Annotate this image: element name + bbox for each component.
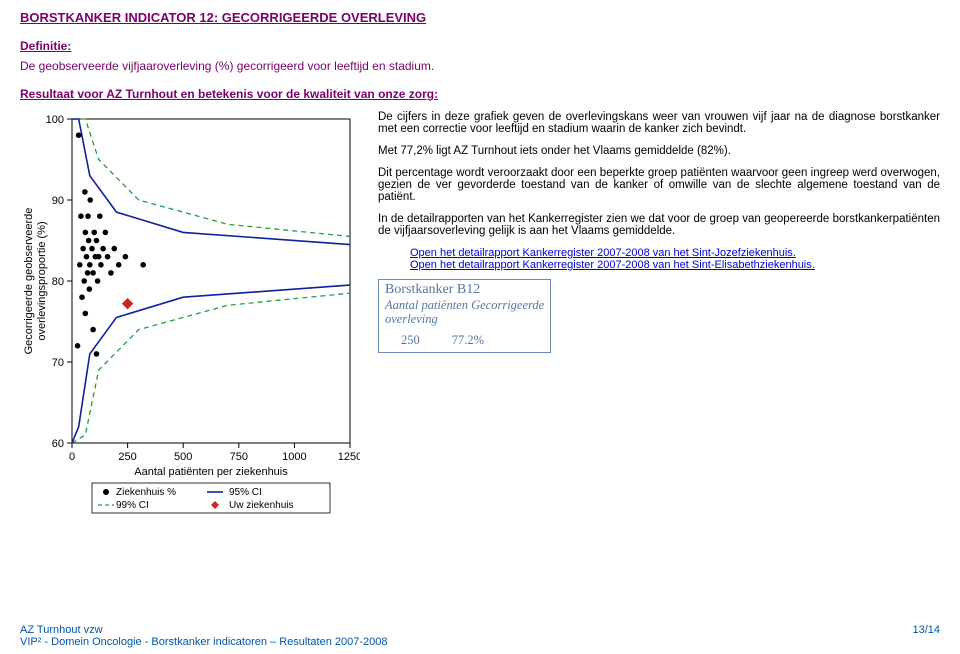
svg-text:99% CI: 99% CI: [116, 500, 149, 511]
table-cell-n: 250: [385, 331, 436, 350]
detail-link-1[interactable]: Open het detailrapport Kankerregister 20…: [410, 247, 940, 259]
svg-text:70: 70: [52, 357, 64, 369]
content-row: 60708090100025050075010001250Gecorrigeer…: [20, 111, 940, 524]
table-header: Borstkanker B12: [385, 282, 544, 298]
svg-text:95% CI: 95% CI: [229, 487, 262, 498]
svg-text:Aantal patiënten per ziekenhui: Aantal patiënten per ziekenhuis: [134, 466, 288, 478]
detail-link-2[interactable]: Open het detailrapport Kankerregister 20…: [410, 259, 940, 271]
table-sub2: overleving: [385, 312, 544, 326]
svg-text:500: 500: [174, 451, 192, 463]
paragraph-3: Dit percentage wordt veroorzaakt door ee…: [378, 167, 940, 203]
footer-subtitle: VIP² - Domein Oncologie - Borstkanker in…: [20, 636, 387, 648]
table-body: 250 77.2%: [385, 331, 500, 350]
funnel-chart: 60708090100025050075010001250Gecorrigeer…: [20, 111, 360, 521]
svg-text:60: 60: [52, 438, 64, 450]
page-number: 13/14: [912, 624, 940, 648]
page-footer: AZ Turnhout vzw VIP² - Domein Oncologie …: [20, 624, 940, 648]
chart-column: 60708090100025050075010001250Gecorrigeer…: [20, 111, 360, 524]
svg-text:0: 0: [69, 451, 75, 463]
svg-text:100: 100: [46, 114, 64, 126]
table-row: 250 77.2%: [385, 331, 500, 350]
definition-text: De geobserveerde vijfjaaroverleving (%) …: [20, 59, 940, 73]
svg-text:1250: 1250: [338, 451, 360, 463]
table-cell-pct: 77.2%: [436, 331, 500, 350]
paragraph-1: De cijfers in deze grafiek geven de over…: [378, 111, 940, 135]
svg-text:750: 750: [230, 451, 248, 463]
svg-text:250: 250: [118, 451, 136, 463]
svg-text:Uw ziekenhuis: Uw ziekenhuis: [229, 500, 293, 511]
svg-text:80: 80: [52, 276, 64, 288]
svg-text:Gecorrigeerde geobserveerdeove: Gecorrigeerde geobserveerdeoverlevingspr…: [23, 208, 48, 355]
svg-text:Ziekenhuis %: Ziekenhuis %: [116, 487, 176, 498]
text-column: De cijfers in deze grafiek geven de over…: [378, 111, 940, 353]
definition-heading: Definitie:: [20, 39, 940, 53]
paragraph-4: In de detailrapporten van het Kankerregi…: [378, 213, 940, 237]
svg-text:1000: 1000: [282, 451, 306, 463]
page-title: BORSTKANKER INDICATOR 12: GECORRIGEERDE …: [20, 10, 940, 25]
footer-org: AZ Turnhout vzw: [20, 624, 387, 636]
paragraph-2: Met 77,2% ligt AZ Turnhout iets onder he…: [378, 145, 940, 157]
result-heading: Resultaat voor AZ Turnhout en betekenis …: [20, 87, 940, 101]
table-sub1: Aantal patiënten Gecorrigeerde: [385, 298, 544, 312]
summary-table: Borstkanker B12 Aantal patiënten Gecorri…: [378, 279, 551, 353]
svg-text:90: 90: [52, 195, 64, 207]
